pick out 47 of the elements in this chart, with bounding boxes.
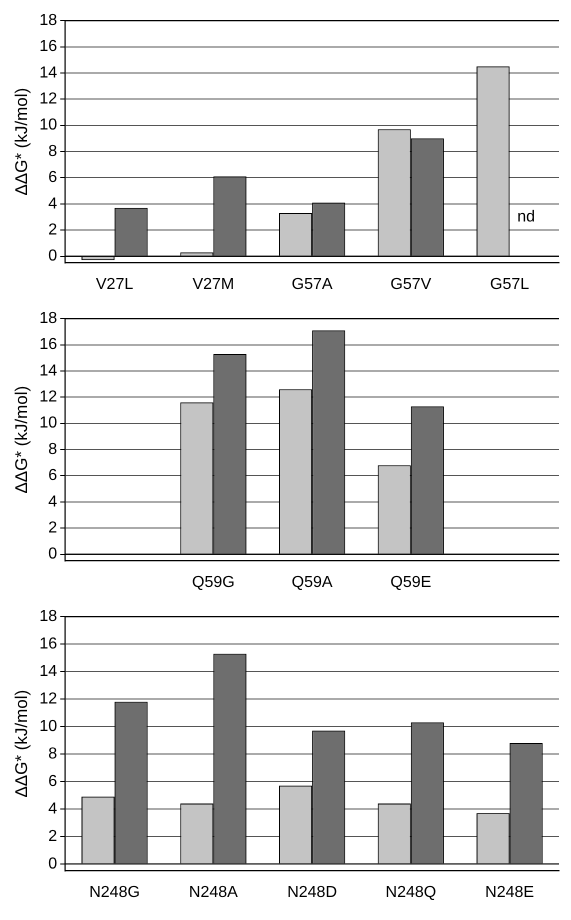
y-tick-label: 18 [39, 310, 58, 328]
x-tick-label: Q59E [390, 574, 432, 591]
y-axis-title: ΔΔG* (kJ/mol) [12, 88, 31, 196]
y-tick-label: 2 [48, 519, 58, 536]
y-axis-title: ΔΔG* (kJ/mol) [12, 386, 31, 494]
y-tick-label: 12 [39, 388, 58, 406]
y-tick-label: 4 [48, 800, 58, 818]
x-tick-label: N248E [485, 884, 534, 901]
x-tick-label: G57A [292, 276, 333, 293]
y-tick-label: 10 [39, 718, 58, 735]
x-tick-label: G57L [490, 276, 530, 293]
y-tick-label: 8 [48, 440, 58, 458]
y-tick-label: 16 [39, 336, 58, 354]
y-tick-label: 6 [48, 169, 58, 186]
y-tick-label: 4 [48, 195, 58, 212]
x-tick-label: V27M [192, 276, 234, 293]
y-tick-label: 18 [39, 608, 58, 626]
x-tick-label: N248A [188, 884, 238, 901]
y-tick-label: 0 [48, 546, 58, 563]
y-tick-label: 14 [39, 662, 58, 680]
y-tick-label: 2 [48, 828, 58, 845]
y-tick-label: 8 [48, 142, 58, 160]
x-tick-label: N248G [89, 884, 140, 901]
x-tick-label: N248D [287, 884, 338, 901]
x-tick-label: Q59G [192, 574, 235, 591]
y-tick-label: 4 [48, 493, 58, 510]
y-tick-label: 12 [39, 690, 58, 708]
y-tick-label: 14 [39, 362, 58, 380]
y-tick-label: 12 [39, 90, 58, 108]
y-tick-label: 2 [48, 221, 58, 238]
y-tick-label: 6 [48, 467, 58, 484]
y-tick-label: 16 [39, 38, 58, 56]
y-tick-label: 16 [39, 635, 58, 652]
y-tick-label: 10 [39, 414, 58, 432]
x-tick-label: N248Q [386, 884, 436, 901]
y-tick-label: 8 [48, 745, 58, 762]
x-tick-label: V27L [96, 276, 134, 293]
y-tick-label: 18 [39, 12, 58, 30]
y-tick-label: 10 [39, 116, 58, 134]
annotation: nd [517, 208, 536, 226]
y-axis-title: ΔΔG* (kJ/mol) [12, 690, 31, 798]
x-tick-label: Q59A [292, 574, 333, 591]
y-tick-label: 0 [48, 855, 58, 872]
y-tick-label: 0 [48, 248, 58, 265]
y-tick-label: 6 [48, 772, 58, 790]
x-tick-label: G57V [390, 276, 432, 293]
y-tick-label: 14 [39, 64, 58, 82]
